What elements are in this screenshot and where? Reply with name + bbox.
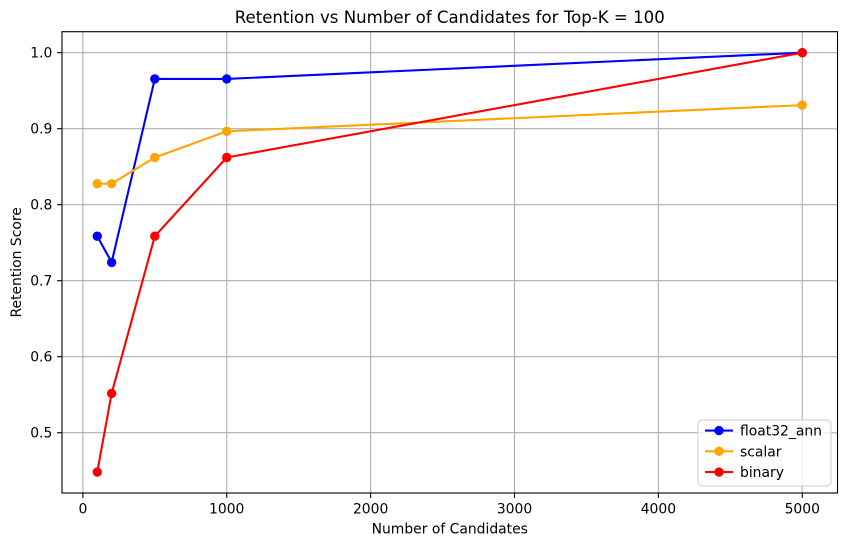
y-tick-label-0.7: 0.7 <box>30 274 52 290</box>
data-point-binary-1000 <box>222 152 232 163</box>
data-point-scalar-100 <box>92 179 102 189</box>
axes-layer: 0 1000 2000 3000 4000 5000 0.5 0.6 0.7 0.8 0.9 1.0 <box>30 31 839 518</box>
legend-marker-scalar <box>714 446 724 457</box>
data-point-scalar-200 <box>106 179 117 189</box>
data-point-scalar-500 <box>150 152 160 163</box>
legend-label-scalar: scalar <box>740 444 782 460</box>
x-tick-label-2000: 2000 <box>353 502 388 518</box>
legend-box <box>697 419 832 487</box>
data-point-binary-5000 <box>797 47 807 58</box>
data-point-scalar-1000 <box>222 126 232 136</box>
data-point-binary-200 <box>106 388 117 399</box>
x-tick-label-5000: 5000 <box>785 502 820 518</box>
legend-label-float32_ann: float32_ann <box>740 424 822 440</box>
x-tick-label-3000: 3000 <box>497 502 532 518</box>
legend-marker-binary <box>714 467 724 477</box>
data-point-binary-500 <box>150 231 160 241</box>
x-tick-label-1000: 1000 <box>209 502 244 518</box>
series-layer <box>92 47 807 477</box>
y-tick-label-1: 1.0 <box>30 46 52 62</box>
y-tick-label-0.8: 0.8 <box>30 198 52 214</box>
data-point-float32_ann-500 <box>150 74 160 84</box>
data-point-scalar-5000 <box>797 100 807 110</box>
chart-title: Retention vs Number of Candidates for To… <box>235 8 665 27</box>
data-point-float32_ann-200 <box>106 257 117 268</box>
y-tick-label-0.5: 0.5 <box>30 426 52 442</box>
series-line-binary <box>96 51 804 474</box>
data-point-float32_ann-1000 <box>222 74 232 84</box>
x-tick-label-0: 0 <box>78 502 87 518</box>
y-tick-label-0.6: 0.6 <box>30 350 52 366</box>
data-point-float32_ann-100 <box>92 231 102 241</box>
legend-label-binary: binary <box>740 465 784 481</box>
x-axis-label: Number of Candidates <box>372 522 528 538</box>
y-tick-label-0.9: 0.9 <box>30 122 52 138</box>
plot-border <box>61 31 839 494</box>
data-point-binary-100 <box>92 467 102 477</box>
series-line-float32_ann <box>96 51 804 264</box>
y-axis-label: Retention Score <box>9 207 25 317</box>
x-tick-label-4000: 4000 <box>641 502 676 518</box>
legend-marker-float32_ann <box>714 425 724 436</box>
